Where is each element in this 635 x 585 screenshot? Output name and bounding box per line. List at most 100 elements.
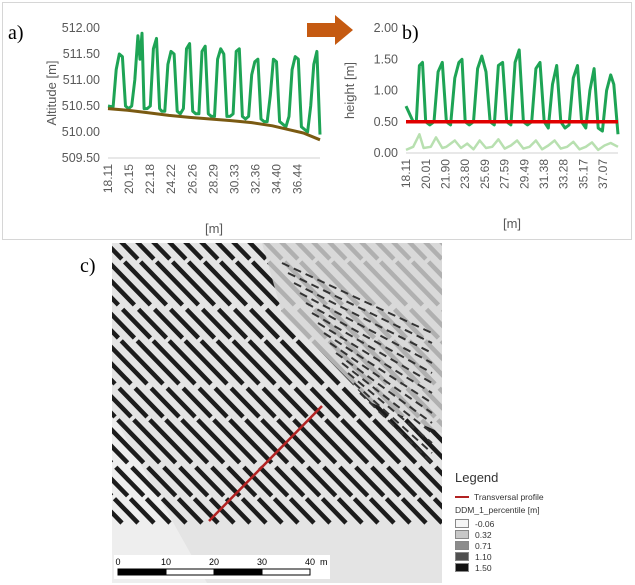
crop-row-line: [199, 243, 442, 494]
chart-a-x-tick: 30.33: [227, 164, 241, 194]
legend-class-row: 1.10: [455, 551, 625, 562]
chart-a-x-tick: 18.11: [101, 164, 115, 193]
legend-layer-label: DDM_1_percentile [m]: [455, 505, 540, 515]
chart-b-x-tick: 20.01: [419, 159, 433, 189]
legend-swatch: [455, 541, 469, 550]
scale-unit-label: m: [320, 557, 328, 567]
chart-a-x-tick: 28.29: [206, 164, 220, 194]
chart-a-y-tick: 510.50: [62, 99, 100, 113]
chart-b-x-tick: 23.80: [458, 159, 472, 189]
scale-bar-segment: [165, 568, 215, 576]
map-texture-line: [329, 342, 433, 414]
chart-a-y-label: Altitude [m]: [44, 60, 59, 125]
right-arrow-icon: [307, 15, 353, 45]
scale-bar-segment: [117, 568, 167, 576]
legend-title: Legend: [455, 470, 499, 485]
chart-a-y-tick: 510.00: [62, 125, 100, 139]
legend-classes: -0.06 0.32 0.71 1.10 1.50: [455, 518, 625, 573]
chart-b-y-tick: 2.00: [374, 21, 398, 35]
chart-b-series-ground: [405, 133, 619, 152]
chart-a-series-surface: [107, 31, 322, 135]
legend-swatch: [455, 552, 469, 561]
map-texture-line: [287, 272, 433, 344]
height-chart: 0.00 0.50 1.00 1.50 2.00 18.11 20.01 21.90 23.80…: [342, 21, 620, 231]
transversal-profile-line: [208, 405, 323, 522]
map-texture-line: [311, 312, 433, 384]
legend-swatch: [455, 530, 469, 539]
crop-row-line: [112, 245, 380, 525]
scale-tick-label: 10: [161, 557, 171, 567]
map-texture-line: [341, 362, 433, 434]
map-texture-line: [323, 332, 433, 404]
chart-a-y-tick: 509.50: [62, 151, 100, 165]
chart-b-x-tick: 29.49: [517, 159, 531, 189]
scale-tick-label: 40: [305, 557, 315, 567]
legend-class-label: -0.06: [475, 518, 495, 529]
chart-b-y-tick: 0.00: [374, 146, 398, 160]
chart-a-series-terrain: [107, 107, 321, 142]
chart-b-x-tick: 31.38: [537, 159, 551, 189]
crop-row-line: [183, 243, 442, 510]
crop-row-line: [112, 295, 332, 525]
map-texture-line: [305, 302, 433, 374]
charts-frame: [2, 2, 632, 240]
legend-class-label: 0.32: [475, 529, 492, 540]
chart-a-x-tick: 24.22: [164, 164, 178, 194]
chart-b-y-label: height [m]: [342, 62, 357, 119]
chart-a-x-tick: 26.26: [185, 164, 199, 194]
panel-a-label: a): [8, 22, 24, 44]
crop-row-line: [112, 344, 284, 525]
legend-swatch: [455, 519, 469, 528]
chart-a-y-tick: 511.50: [63, 47, 100, 61]
chart-b-x-tick: 27.59: [498, 159, 512, 189]
map-texture-line: [353, 382, 433, 454]
crop-row-line: [112, 262, 364, 525]
map-texture-line: [299, 292, 433, 364]
crop-row-line: [151, 243, 428, 525]
profile-line-icon: [455, 495, 469, 498]
legend-class-row: 0.32: [455, 529, 625, 540]
chart-b-x-tick: 35.17: [576, 159, 590, 189]
map-legend: Legend Transversal profile DDM_1_percent…: [455, 470, 625, 573]
legend-profile-label: Transversal profile: [474, 491, 544, 502]
chart-b-x-tick: 33.28: [557, 159, 571, 189]
chart-a-x-tick: 34.40: [270, 164, 284, 194]
scale-bar-segment: [261, 568, 311, 576]
chart-b-x-tick: 25.69: [478, 159, 492, 189]
scale-bar-segment: [213, 568, 263, 576]
chart-b-x-label: [m]: [503, 216, 521, 231]
crop-row-line: [112, 311, 316, 525]
chart-b-y-tick: 0.50: [374, 115, 398, 129]
chart-b-x-tick: 37.07: [596, 159, 610, 189]
panel-b-label: b): [402, 22, 419, 44]
chart-a-x-tick: 22.18: [143, 164, 157, 194]
scale-tick-label: 30: [257, 557, 267, 567]
crop-row-line: [112, 328, 300, 525]
map-texture-line: [335, 352, 433, 424]
legend-swatch: [455, 563, 469, 572]
chart-a-x-tick: 20.15: [122, 164, 136, 194]
map-texture-line: [281, 262, 433, 334]
chart-a-y-tick: 511.00: [63, 73, 100, 87]
legend-class-row: 1.50: [455, 562, 625, 573]
crop-row-line: [112, 278, 348, 525]
legend-profile-row: Transversal profile: [455, 491, 625, 502]
crop-row-line: [119, 243, 396, 525]
map-texture-line: [347, 372, 433, 444]
map-texture-line: [359, 392, 433, 464]
chart-b-y-tick: 1.00: [374, 84, 398, 98]
legend-class-row: 0.71: [455, 540, 625, 551]
legend-class-label: 0.71: [475, 540, 492, 551]
scale-tick-label: 0: [115, 557, 120, 567]
crop-row-line: [167, 243, 442, 525]
chart-a-x-label: [m]: [205, 221, 223, 236]
chart-b-x-tick: 18.11: [399, 159, 413, 188]
ddm-raster: 0 10 20 30 40 m: [112, 243, 442, 583]
chart-b-y-tick: 1.50: [374, 52, 398, 66]
chart-a-x-tick: 32.36: [248, 164, 262, 194]
map-texture-line: [317, 322, 433, 394]
chart-a-x-tick: 36.44: [291, 164, 305, 194]
legend-class-row: -0.06: [455, 518, 625, 529]
legend-class-label: 1.50: [475, 562, 492, 573]
chart-b-series-height: [404, 48, 620, 135]
